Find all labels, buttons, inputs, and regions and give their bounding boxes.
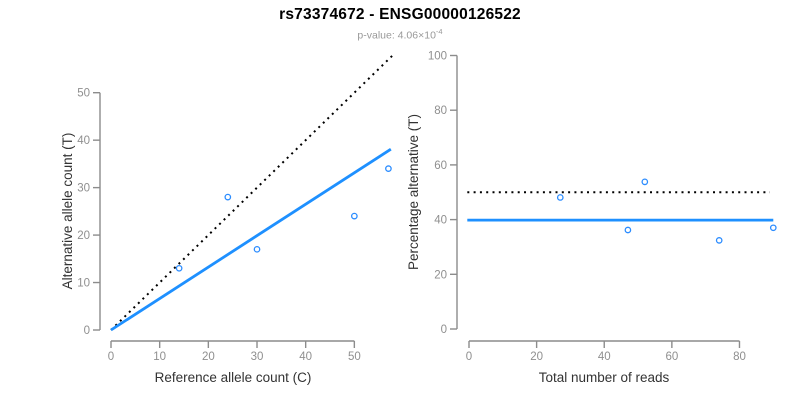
x-axis-title: Reference allele count (C)	[155, 370, 312, 385]
x-tick-label: 0	[466, 351, 472, 363]
data-point	[253, 245, 261, 253]
y-tick-label: 40	[77, 135, 90, 147]
y-tick-label: 100	[428, 51, 447, 63]
y-tick-label: 30	[77, 183, 90, 195]
identity-dotted-line	[110, 53, 395, 331]
x-tick-label: 0	[108, 351, 114, 363]
y-tick-label: 40	[434, 215, 447, 227]
y-tick-label: 10	[77, 278, 90, 290]
x-tick-label: 40	[598, 351, 611, 363]
data-point	[175, 264, 183, 272]
y-axis-title: Alternative allele count (T)	[60, 133, 75, 290]
x-tick-label: 30	[251, 351, 264, 363]
x-tick-label: 40	[299, 351, 312, 363]
x-tick-label: 20	[202, 351, 215, 363]
data-point	[641, 178, 649, 186]
data-point	[769, 224, 777, 232]
data-point	[556, 194, 564, 201]
y-tick-label: 50	[77, 88, 90, 100]
data-point	[224, 193, 232, 201]
x-tick-label: 60	[665, 351, 678, 363]
y-tick-label: 80	[434, 105, 447, 117]
y-tick-label: 60	[434, 160, 447, 172]
data-point	[385, 165, 392, 172]
x-tick-label: 80	[733, 351, 746, 363]
data-point	[715, 237, 723, 244]
y-tick-label: 20	[77, 230, 90, 242]
x-tick-label: 20	[530, 351, 543, 363]
fitted-ratio-line	[110, 148, 392, 332]
data-point	[624, 226, 632, 234]
data-point	[350, 212, 358, 220]
y-tick-label: 0	[84, 325, 90, 337]
y-tick-label: 20	[434, 269, 447, 281]
x-axis-title: Total number of reads	[539, 370, 670, 385]
y-tick-label: 0	[441, 324, 447, 336]
x-tick-label: 50	[348, 351, 361, 363]
y-axis-title: Percentage alternative (T)	[406, 114, 421, 270]
x-tick-label: 10	[153, 351, 166, 363]
